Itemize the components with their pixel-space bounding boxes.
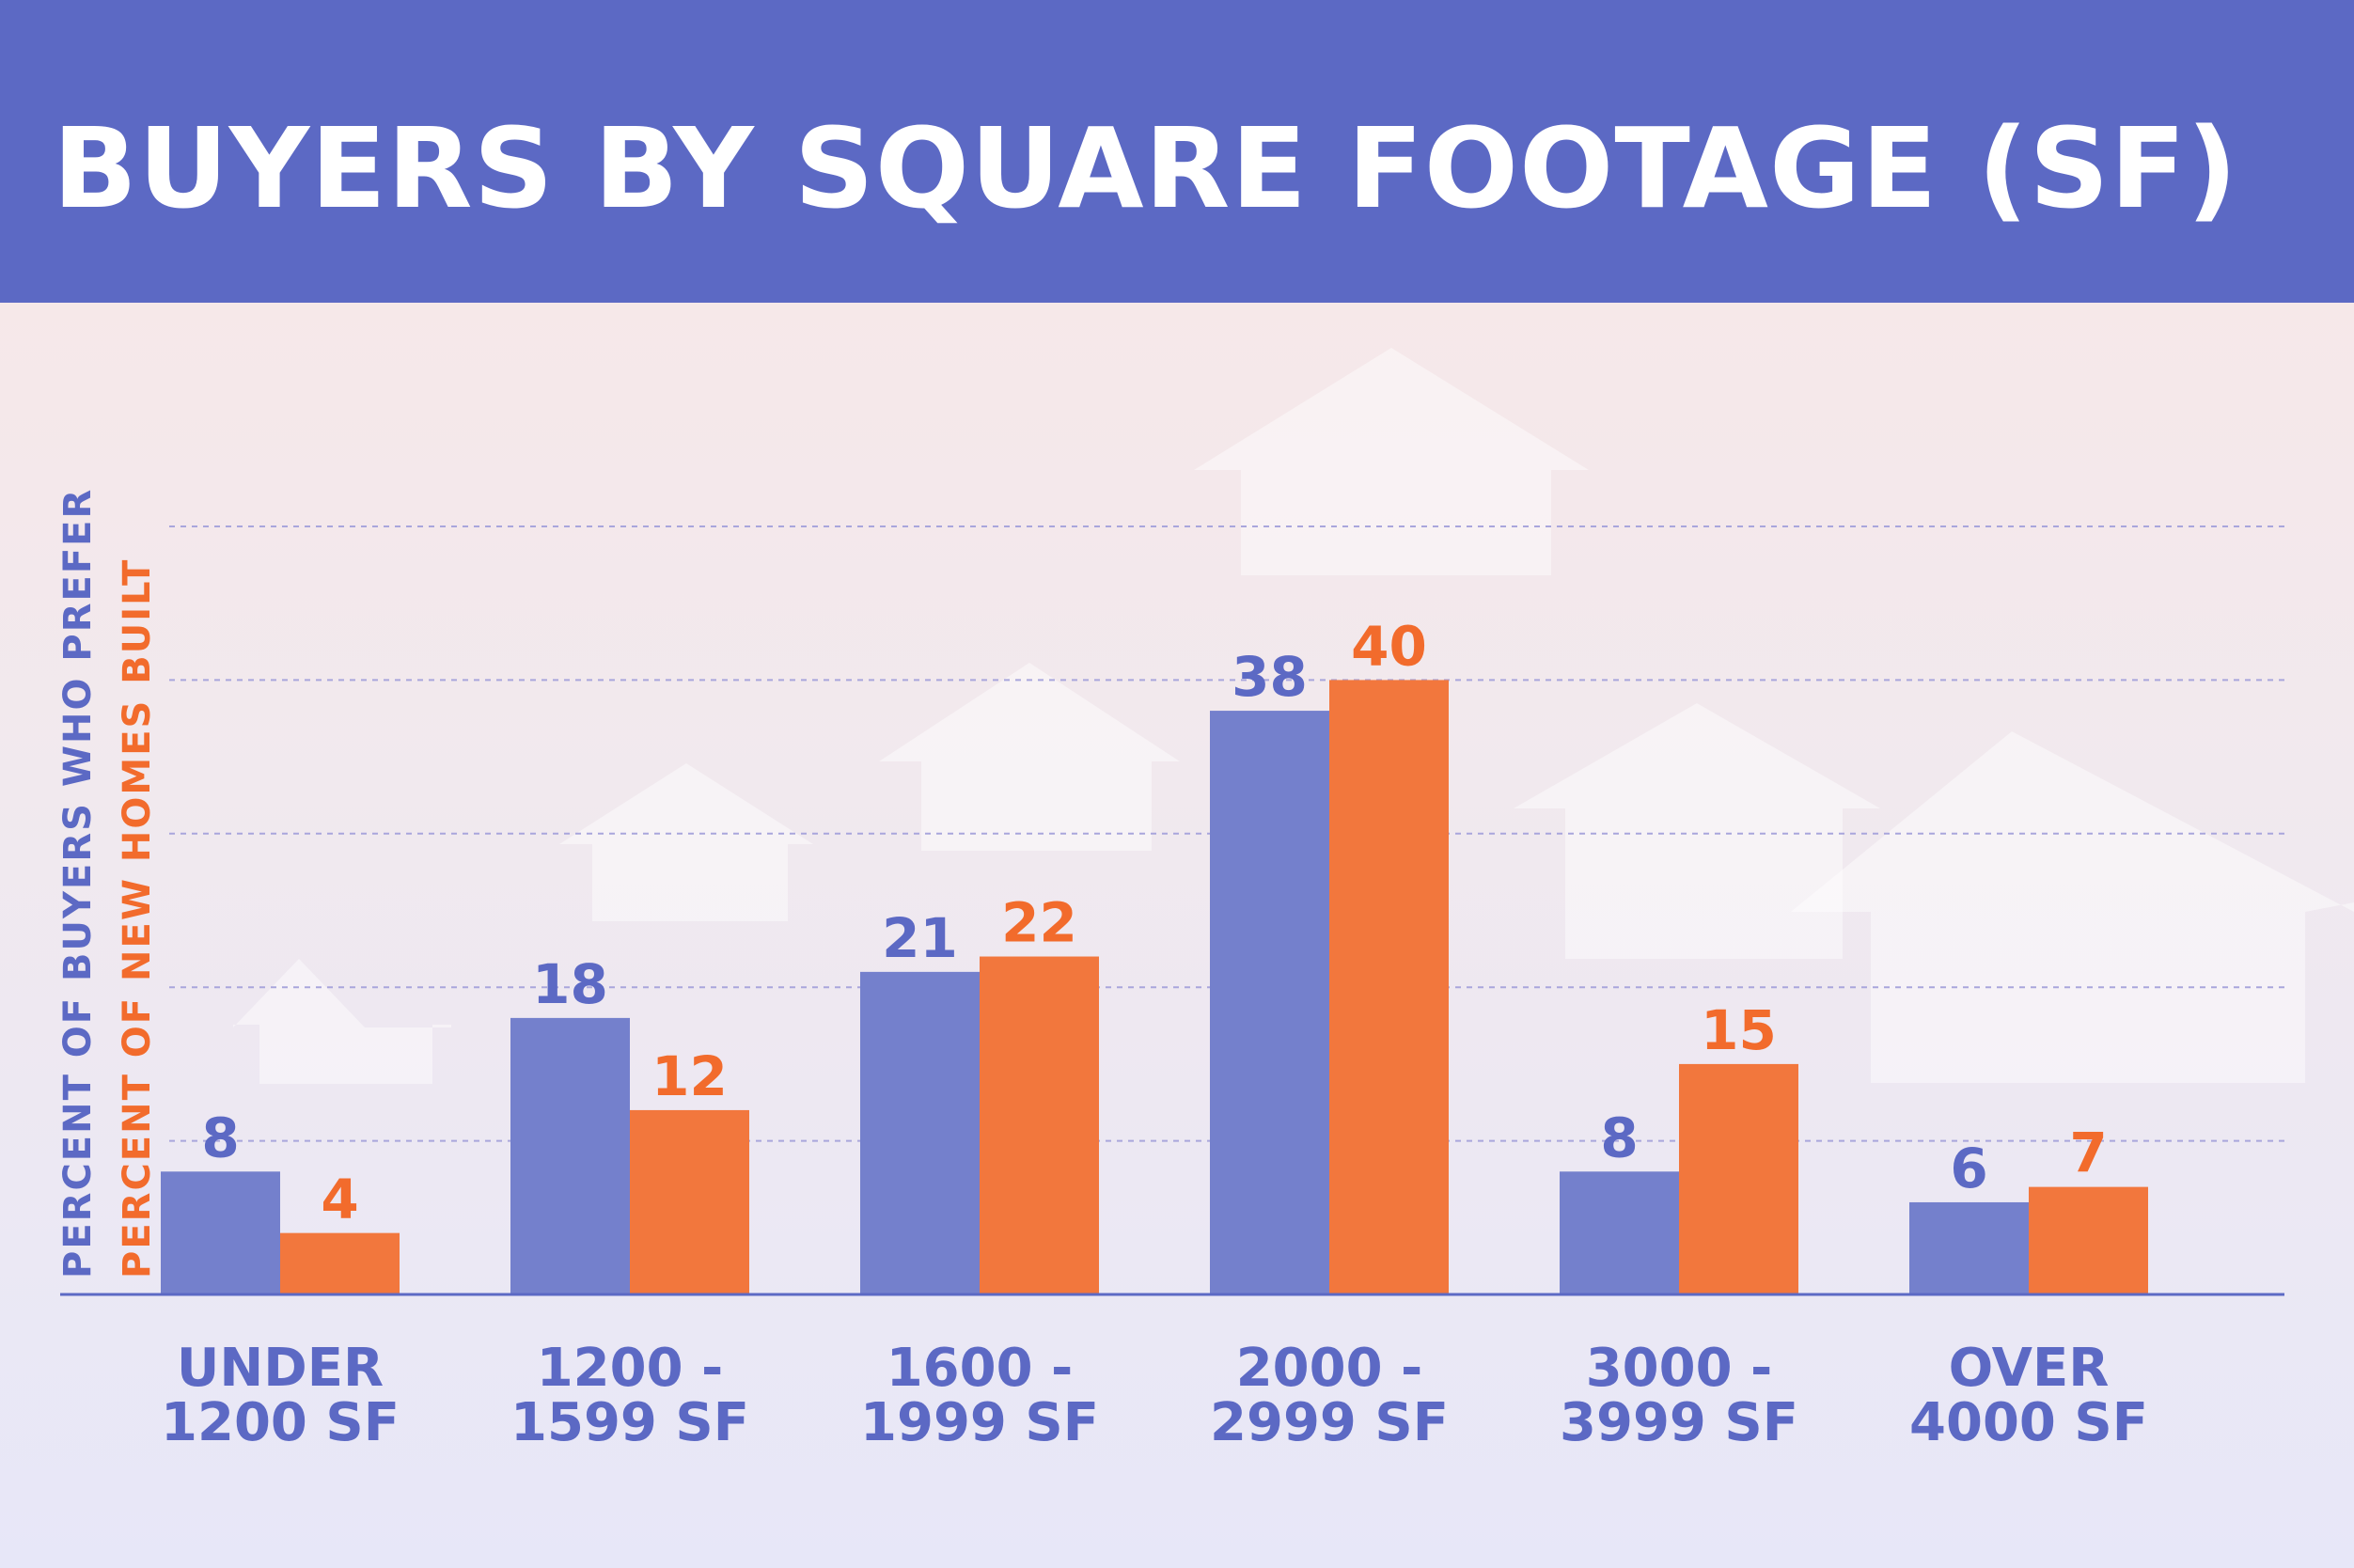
x-tick-label: 1200 SF: [161, 1392, 400, 1453]
house-icon: [233, 959, 451, 1084]
bar-homes: [1679, 1063, 1798, 1294]
data-label-buyers: 8: [201, 1105, 239, 1169]
house-icon: [559, 763, 813, 921]
house-silhouettes: [233, 348, 2354, 1084]
y-axis-label-homes: PERCENT OF NEW HOMES BUILT: [116, 557, 159, 1278]
bars: [161, 680, 2148, 1294]
data-label-buyers: 6: [1950, 1137, 1987, 1200]
house-icon: [1514, 703, 1880, 959]
x-tick-label: 2999 SF: [1210, 1392, 1449, 1453]
x-tick-label: 1600 -: [887, 1338, 1074, 1399]
data-label-homes: 40: [1351, 614, 1427, 678]
x-tick-label: 2000 -: [1236, 1338, 1423, 1399]
data-label-homes: 22: [1001, 891, 1077, 955]
bar-buyers: [860, 971, 980, 1294]
bar-homes: [280, 1232, 400, 1294]
x-tick-label: 3000 -: [1586, 1338, 1773, 1399]
x-tick-label: 1200 -: [537, 1338, 724, 1399]
bar-homes: [630, 1109, 749, 1294]
data-label-homes: 12: [651, 1044, 728, 1108]
house-icon: [1791, 731, 2354, 1083]
bar-buyers: [1560, 1171, 1679, 1294]
x-tick-label: 1999 SF: [860, 1392, 1099, 1453]
data-label-homes: 4: [321, 1168, 358, 1231]
y-axis-label-buyers: PERCENT OF BUYERS WHO PREFER: [56, 487, 100, 1278]
bar-homes: [2029, 1186, 2148, 1294]
x-tick-label: 4000 SF: [1909, 1392, 2148, 1453]
bar-homes: [1329, 680, 1449, 1294]
x-tick-label: OVER: [1949, 1338, 2110, 1399]
house-icon: [879, 663, 1180, 851]
x-tick-label: 3999 SF: [1560, 1392, 1798, 1453]
data-labels: 8 4 18 12 21 22 38 40 8 15 6 7: [201, 614, 2107, 1231]
data-label-buyers: 38: [1232, 645, 1308, 709]
bar-buyers: [510, 1017, 630, 1294]
bar-buyers: [1909, 1201, 2029, 1294]
data-label-buyers: 18: [532, 952, 608, 1016]
bar-buyers: [1210, 711, 1329, 1294]
data-label-buyers: 21: [882, 906, 958, 970]
page-title: BUYERS BY SQUARE FOOTAGE (SF): [53, 103, 2238, 233]
title-banner: BUYERS BY SQUARE FOOTAGE (SF): [0, 0, 2354, 303]
bar-homes: [980, 956, 1099, 1294]
bar-buyers: [161, 1171, 280, 1294]
x-tick-label: 1599 SF: [510, 1392, 749, 1453]
house-icon: [1194, 348, 1589, 575]
x-tick-label: UNDER: [177, 1338, 384, 1399]
data-label-buyers: 8: [1600, 1105, 1638, 1169]
data-label-homes: 7: [2069, 1121, 2107, 1185]
data-label-homes: 15: [1701, 998, 1777, 1062]
